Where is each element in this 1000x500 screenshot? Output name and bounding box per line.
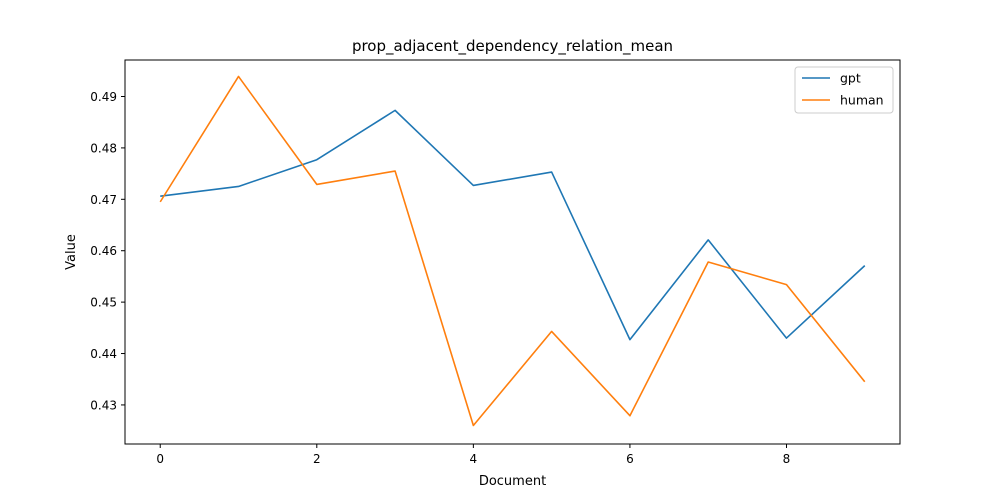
x-axis-label: Document <box>479 474 546 489</box>
legend: gpt human <box>794 66 894 114</box>
legend-label-human: human <box>840 93 884 108</box>
y-tick-label: 0.48 <box>90 141 117 155</box>
plot-area-frame <box>124 59 901 445</box>
series-line-human <box>159 75 866 427</box>
y-tick-label: 0.46 <box>90 244 117 258</box>
y-axis-label: Value <box>64 234 79 270</box>
x-tick-label: 8 <box>783 452 791 466</box>
y-tick-label: 0.49 <box>90 90 117 104</box>
x-tick-label: 2 <box>313 452 321 466</box>
x-tick-label: 4 <box>470 452 478 466</box>
x-tick-label: 6 <box>626 452 634 466</box>
legend-label-gpt: gpt <box>840 71 861 86</box>
y-tick-label: 0.45 <box>90 296 117 310</box>
y-tick-label: 0.43 <box>90 398 117 412</box>
chart-title: prop_adjacent_dependency_relation_mean <box>352 37 673 56</box>
y-tick-label: 0.47 <box>90 193 117 207</box>
y-tick-label: 0.44 <box>90 347 117 361</box>
x-axis: 0 2 4 6 8 <box>156 444 790 466</box>
series-layer <box>159 75 866 427</box>
x-tick-label: 0 <box>156 452 164 466</box>
y-axis: 0.43 0.44 0.45 0.46 0.47 0.48 0.49 <box>90 90 125 412</box>
series-line-gpt <box>160 109 866 341</box>
